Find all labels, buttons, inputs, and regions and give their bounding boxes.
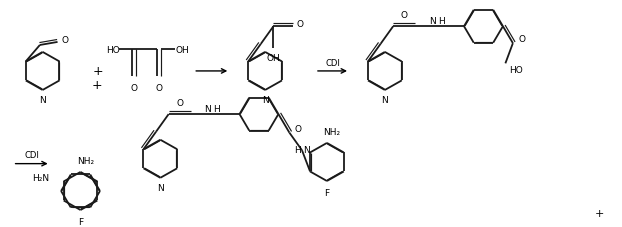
Text: N: N [157, 183, 164, 192]
Text: N: N [39, 96, 46, 105]
Text: N: N [262, 96, 269, 105]
Text: F: F [324, 188, 330, 197]
Text: +: + [91, 78, 102, 91]
Text: O: O [295, 125, 302, 134]
Text: O: O [156, 84, 163, 93]
Text: HO: HO [509, 65, 523, 74]
Text: N: N [429, 17, 435, 26]
Text: CDI: CDI [325, 58, 340, 67]
Text: HO: HO [106, 46, 119, 55]
Text: OH: OH [267, 54, 281, 63]
Text: H: H [213, 104, 220, 113]
Text: +: + [92, 65, 103, 78]
Text: H: H [295, 145, 302, 154]
Text: +: + [595, 208, 604, 218]
Text: O: O [401, 11, 407, 20]
Text: O: O [176, 99, 183, 107]
Text: NH₂: NH₂ [77, 156, 94, 165]
Text: H₂N: H₂N [32, 173, 50, 182]
Text: NH₂: NH₂ [323, 127, 340, 136]
Text: O: O [131, 84, 138, 93]
Text: F: F [78, 217, 83, 226]
Text: N: N [381, 96, 388, 105]
Text: O: O [61, 36, 68, 45]
Text: N: N [304, 145, 310, 154]
Text: CDI: CDI [24, 151, 39, 160]
Text: O: O [297, 20, 304, 29]
Text: O: O [518, 35, 526, 44]
Text: N: N [204, 104, 211, 113]
Text: H: H [438, 17, 445, 26]
Text: OH: OH [175, 46, 189, 55]
